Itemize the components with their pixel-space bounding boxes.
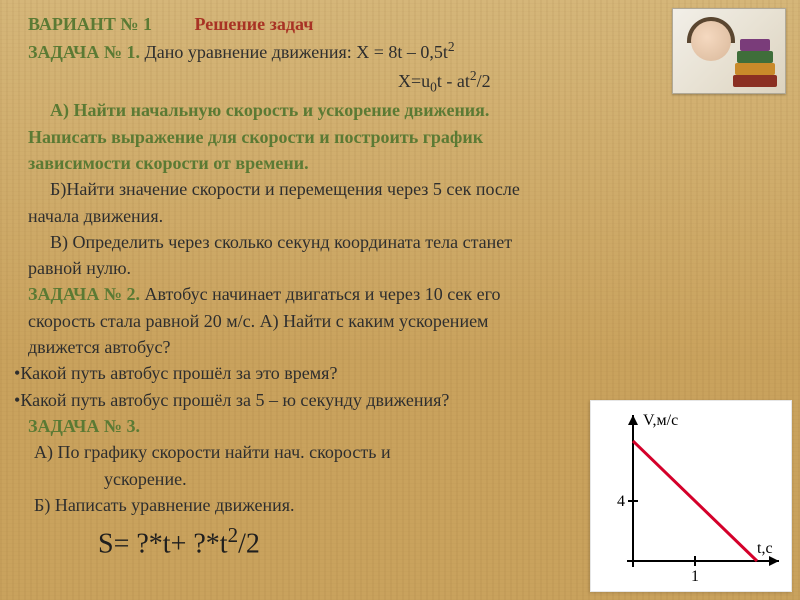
task1-eq2: X=u0t - at2/2 [28, 67, 780, 97]
y-tick-label: 4 [617, 493, 625, 510]
task2-bul1-text: Какой путь автобус прошёл за это время? [20, 363, 337, 383]
task2-bul1: •Какой путь автобус прошёл за это время? [14, 361, 780, 385]
eq2-a: X=u [398, 71, 430, 91]
x-tick-label: 1 [691, 568, 699, 585]
formula-a: S= ?*t+ ?*t [98, 528, 228, 559]
task1-b-2: начала движения. [28, 204, 780, 228]
illustration-books [672, 8, 786, 94]
task1-label: ЗАДАЧА № 1. [28, 42, 140, 62]
task2-l1: Автобус начинает двигаться и через 10 се… [140, 284, 501, 304]
sub-0: 0 [430, 79, 437, 94]
task2-l3: движется автобус? [28, 335, 780, 359]
sup-2c: 2 [228, 523, 239, 547]
variant-label: ВАРИАНТ № 1 [28, 14, 152, 34]
task2-line1: ЗАДАЧА № 2. Автобус начинает двигаться и… [28, 282, 780, 306]
y-axis-arrowhead [628, 415, 638, 425]
task3-a1-text: А) По графику скорости найти нач. скорос… [34, 442, 391, 462]
task1-a-1: А) Найти начальную скорость и ускорение … [28, 98, 780, 122]
sup-2a: 2 [448, 39, 455, 54]
task1-c-2: равной нулю. [28, 256, 780, 280]
header-line: ВАРИАНТ № 1 Решение задач [28, 12, 780, 36]
chart-svg: V,м/с t,с 4 1 [591, 401, 791, 591]
task1-given-text: Дано уравнение движения: X = 8t – 0,5t [140, 42, 448, 62]
y-axis-label: V,м/с [643, 412, 678, 429]
task1-a-3: зависимости скорости от времени. [28, 151, 780, 175]
task1-b-1: Б)Найти значение скорости и перемещения … [28, 177, 780, 201]
eq2-c: /2 [477, 71, 491, 91]
formula-b: /2 [238, 528, 260, 559]
x-axis-label: t,с [757, 540, 773, 557]
task1-a-2: Написать выражение для скорости и постро… [28, 125, 780, 149]
page-title: Решение задач [194, 14, 313, 34]
task1-given: ЗАДАЧА № 1. Дано уравнение движения: X =… [28, 38, 780, 64]
sup-2b: 2 [470, 68, 477, 83]
velocity-chart: V,м/с t,с 4 1 [590, 400, 792, 592]
x-axis-arrowhead [769, 556, 779, 566]
task1-c-1: В) Определить через сколько секунд коорд… [28, 230, 780, 254]
chart-series-line [633, 441, 757, 561]
task2-bul2-text: Какой путь автобус прошёл за 5 – ю секун… [20, 390, 449, 410]
eq2-b: t - at [437, 71, 470, 91]
task2-l2: скорость стала равной 20 м/с. А) Найти с… [28, 309, 780, 333]
task2-label: ЗАДАЧА № 2. [28, 284, 140, 304]
